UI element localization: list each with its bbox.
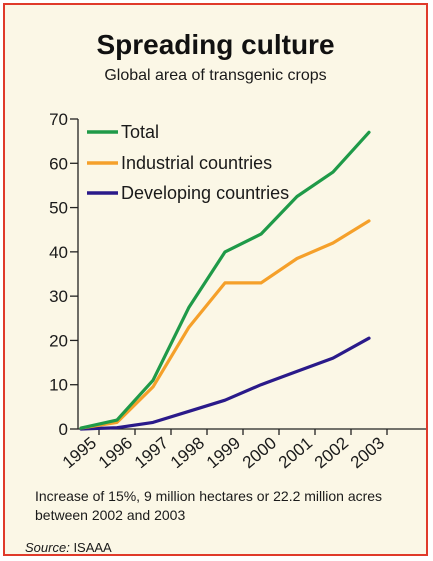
source-value: ISAAA xyxy=(73,540,111,555)
y-tick-label: 40 xyxy=(49,243,68,262)
y-tick-label: 30 xyxy=(49,287,68,306)
x-tick-label: 2000 xyxy=(239,433,280,472)
y-tick-label: 50 xyxy=(49,199,68,218)
x-tick-label: 2001 xyxy=(275,433,316,472)
x-tick-label: 1995 xyxy=(59,433,100,472)
series-line-total xyxy=(81,132,369,428)
y-tick-label: 20 xyxy=(49,331,68,350)
legend-label: Industrial countries xyxy=(121,153,272,173)
x-tick-label: 1996 xyxy=(95,433,136,472)
chart-panel: Spreading culture Global area of transge… xyxy=(3,3,428,556)
y-tick-label: 0 xyxy=(59,420,68,439)
legend-label: Total xyxy=(121,122,159,142)
y-tick-label: 60 xyxy=(49,154,68,173)
legend: Total Industrial countries Developing coun… xyxy=(87,122,289,203)
x-tick-label: 2003 xyxy=(347,433,388,472)
x-tick-label: 1999 xyxy=(203,433,244,472)
line-chart: 0102030405060701995199619971998199920002… xyxy=(5,5,428,556)
y-tick-label: 10 xyxy=(49,376,68,395)
series-layer xyxy=(81,132,369,429)
chart-note: Increase of 15%, 9 million hectares or 2… xyxy=(35,487,395,525)
y-tick-label: 70 xyxy=(49,110,68,129)
x-tick-label: 1998 xyxy=(167,433,208,472)
x-tick-label: 1997 xyxy=(131,433,172,472)
source-label: Source: xyxy=(25,540,70,555)
x-tick-label: 2002 xyxy=(311,433,352,472)
source-line: Source: ISAAA xyxy=(25,540,112,555)
legend-label: Developing countries xyxy=(121,183,289,203)
